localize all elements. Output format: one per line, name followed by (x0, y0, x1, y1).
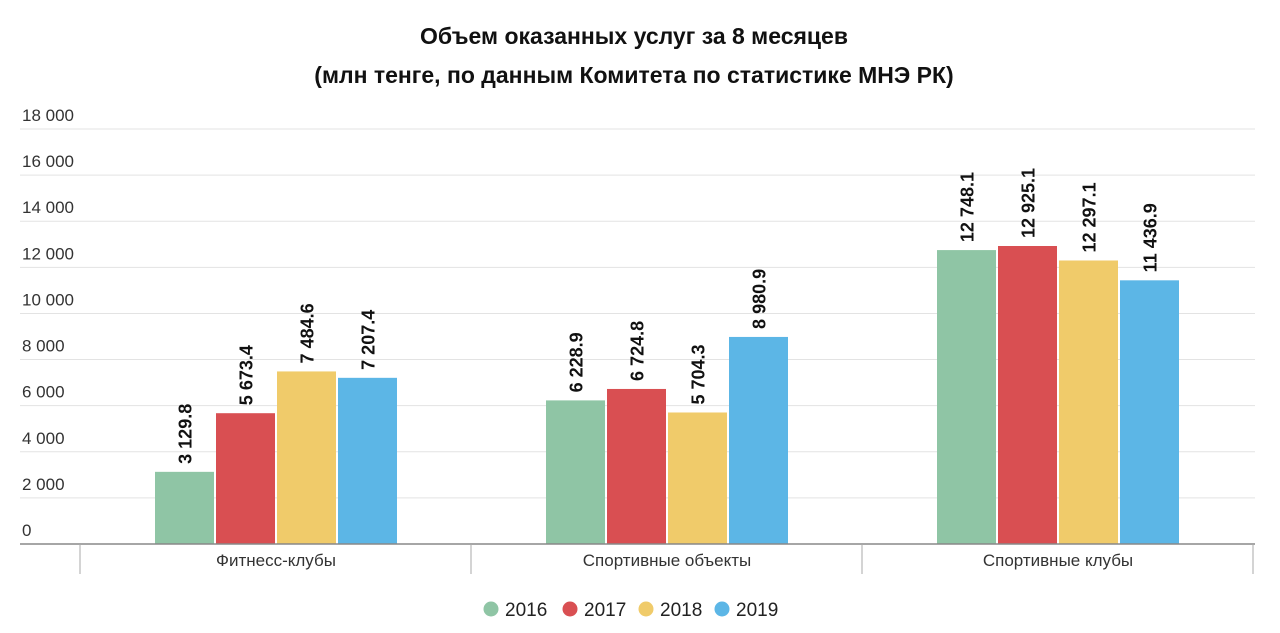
legend-marker (714, 601, 730, 617)
y-tick-label: 10 000 (22, 290, 74, 309)
y-tick-label: 0 (22, 521, 31, 540)
bar-2019 (338, 377, 397, 544)
y-tick-label: 16 000 (22, 152, 74, 171)
bar-2016 (937, 250, 996, 544)
y-axis: 0 2 000 4 000 6 000 8 000 10 000 12 000 14 000 1… (22, 106, 74, 540)
legend-item-2018: 2018 (638, 600, 702, 621)
legend-item-2019: 2019 (714, 600, 778, 621)
x-tick-label: Фитнесс-клубы (216, 551, 336, 570)
y-tick-label: 2 000 (22, 475, 65, 494)
chart-subtitle: (млн тенге, по данным Комитета по статис… (314, 62, 953, 88)
bars (155, 246, 1179, 544)
legend-label: 2019 (736, 600, 778, 621)
legend-label: 2017 (584, 600, 626, 621)
bar-2018 (668, 412, 727, 544)
legend-label: 2018 (660, 600, 702, 621)
data-label: 6 228.9 (567, 332, 587, 392)
x-tick-label: Спортивные клубы (983, 551, 1133, 570)
x-tick-label: Спортивные объекты (583, 551, 751, 570)
y-tick-label: 4 000 (22, 429, 65, 448)
x-axis: Фитнесс-клубы Спортивные объекты Спортивны… (20, 543, 1255, 574)
bar-2018 (277, 371, 336, 544)
bar-2019 (729, 336, 788, 544)
data-label: 8 980.9 (750, 269, 770, 329)
data-label: 5 704.3 (689, 344, 709, 404)
data-label: 7 207.4 (359, 310, 379, 370)
bar-2019 (1120, 280, 1179, 544)
bar-2016 (546, 400, 605, 544)
legend-marker (638, 601, 654, 617)
data-label: 12 297.1 (1080, 182, 1100, 252)
chart-title: Объем оказанных услуг за 8 месяцев (420, 23, 848, 49)
bar-2016 (155, 471, 214, 544)
data-label: 5 673.4 (237, 345, 257, 405)
legend-marker (483, 601, 499, 617)
data-label: 12 748.1 (958, 172, 978, 242)
data-label: 7 484.6 (298, 303, 318, 363)
legend: 2016 2017 2018 2019 (483, 600, 778, 621)
y-tick-label: 6 000 (22, 383, 65, 402)
data-labels: 3 129.8 5 673.4 7 484.6 7 207.4 6 228.9 6 724… (176, 168, 1161, 464)
data-label: 3 129.8 (176, 404, 196, 464)
y-tick-label: 18 000 (22, 106, 74, 125)
legend-item-2016: 2016 (483, 600, 547, 621)
y-tick-label: 14 000 (22, 198, 74, 217)
bar-2018 (1059, 260, 1118, 544)
legend-marker (562, 601, 578, 617)
y-tick-label: 8 000 (22, 337, 65, 356)
bar-2017 (216, 413, 275, 544)
bar-2017 (607, 388, 666, 544)
data-label: 6 724.8 (628, 321, 648, 381)
bar-2017 (998, 246, 1057, 544)
legend-label: 2016 (505, 600, 547, 621)
y-tick-label: 12 000 (22, 244, 74, 263)
data-label: 11 436.9 (1141, 203, 1161, 272)
data-label: 12 925.1 (1019, 168, 1039, 238)
legend-item-2017: 2017 (562, 600, 626, 621)
